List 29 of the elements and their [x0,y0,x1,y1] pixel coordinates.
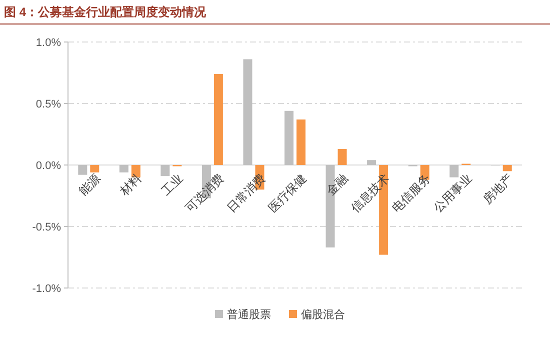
y-tick-label: -1.0% [32,283,62,295]
x-tick-label: 日常消费 [224,171,268,216]
legend-label: 普通股票 [227,308,271,321]
x-tick-label: 信息技术 [348,171,392,216]
x-tick-label: 电信服务 [389,171,434,216]
y-tick-label: 0.0% [36,160,62,172]
x-tick-label: 材料 [116,171,144,200]
chart-title: 图 4：公募基金行业配置周度变动情况 [4,5,208,19]
bar [160,165,170,176]
bar [90,165,100,172]
bar [502,165,512,172]
bar [243,59,252,165]
bar [338,149,347,165]
legend-label: 偏股混合 [301,308,345,321]
bar [214,74,223,165]
x-tick-label: 能源 [76,171,103,198]
x-tick-label: 公用事业 [430,171,474,216]
x-tick-label: 医疗保健 [266,171,310,216]
bar [119,165,128,172]
bar [367,160,376,165]
y-tick-label: 1.0% [36,37,62,49]
bar [78,165,88,175]
y-tick-label: -0.5% [32,222,62,234]
bar [296,119,306,165]
y-tick-label: 0.5% [36,98,62,110]
x-tick-label: 房地产 [480,171,516,207]
bar [450,165,459,178]
bar [284,110,294,165]
x-tick-label: 金融 [324,171,351,198]
